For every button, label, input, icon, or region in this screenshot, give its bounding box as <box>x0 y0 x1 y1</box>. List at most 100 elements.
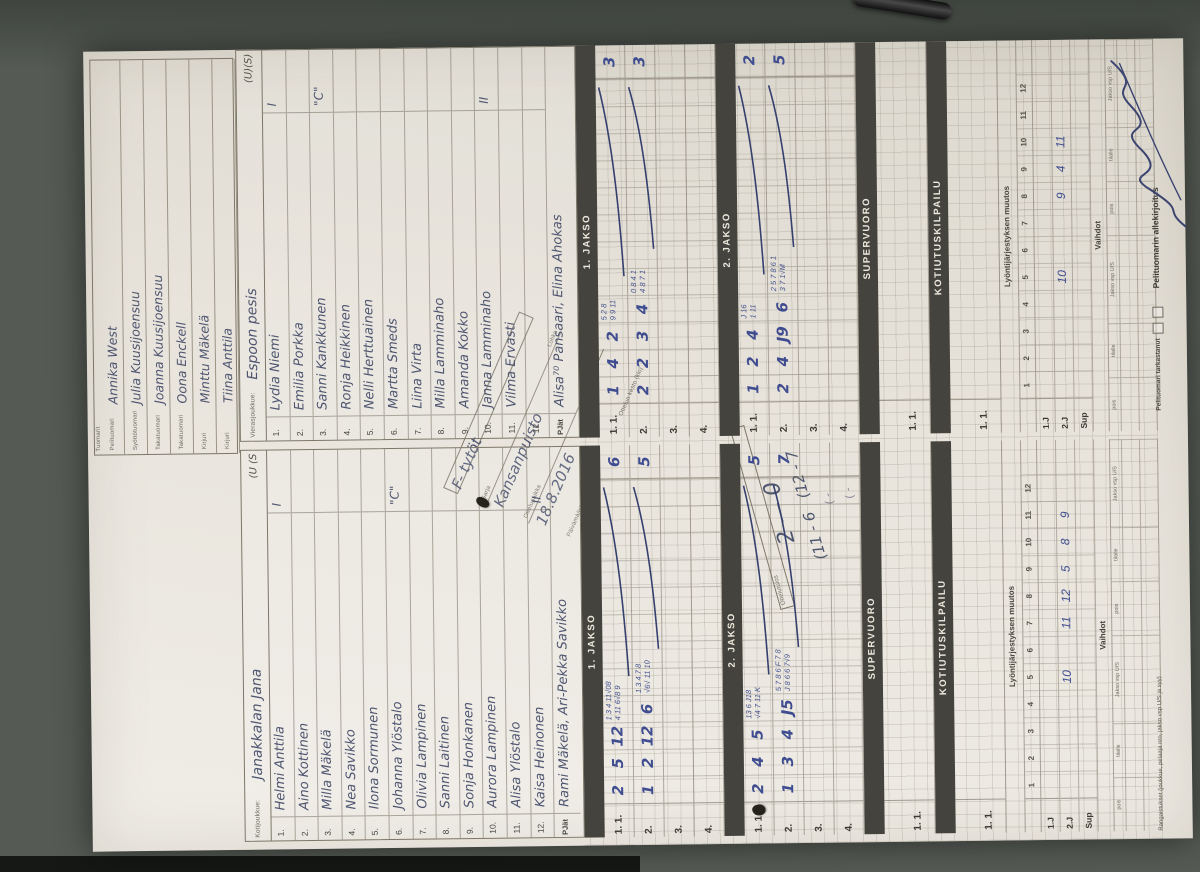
inning-total: 3 <box>625 44 655 80</box>
batting-change-section: Lyöntijärjestyksen muutos 1 2 3 4 5 6 7 8 9 10 11 12… <box>997 39 1099 840</box>
player-number: 11. <box>502 413 526 438</box>
score-cell <box>826 184 857 212</box>
vaihdot-cell <box>1119 234 1138 324</box>
score-cell <box>625 105 656 134</box>
player-name: Aino Kottinen <box>291 511 318 817</box>
batting-cell <box>1033 127 1052 156</box>
player-name: Sonja Honkanen <box>456 509 483 815</box>
score-cell <box>830 476 860 504</box>
batting-cell <box>1032 100 1052 129</box>
super-row: 1. 1. <box>946 40 1002 434</box>
score-small-bottom: 4 8 7 1 <box>637 269 648 293</box>
section-grid-away: 1. 1. <box>875 41 931 435</box>
score-small-cluster: 1 3 4 11√08 4 11 6√8 9 <box>604 650 622 720</box>
checkbox-1 <box>1152 322 1164 334</box>
score-cell <box>741 558 771 586</box>
batting-cell <box>1034 235 1053 264</box>
inning-row: 3. <box>795 42 830 436</box>
score-cell <box>686 132 716 160</box>
pjat-names: Alisa⁷⁰ Pansaari, Elina Ahokas <box>550 214 568 408</box>
inning-label: 2. <box>769 401 799 436</box>
player-number: 10. <box>478 413 502 438</box>
score-cell: 2 <box>744 774 774 802</box>
score-cell: 5 <box>603 749 634 777</box>
batting-cell <box>1072 235 1091 263</box>
score-cell <box>766 185 797 213</box>
score-cell <box>803 692 833 721</box>
batting-cell <box>1078 743 1098 771</box>
super-row-label: 1. 1. <box>879 399 930 435</box>
inning-label: 1. 1. <box>739 401 769 436</box>
roster-home: Kotijoukkue: Janakkalan Jana (U (S 1. Helmi … <box>240 445 585 842</box>
inning-label: 3. <box>659 402 689 437</box>
score-cell <box>626 132 656 161</box>
player-number: 9. <box>460 813 484 839</box>
score-small-cluster: 13 6 J18 √4 7 11 K <box>743 649 762 719</box>
inning-label: 4. <box>689 402 719 437</box>
score-cell <box>742 612 772 640</box>
batting-corner <box>1020 398 1036 433</box>
score-cell <box>741 585 772 613</box>
score-small-bottom: J 8 6 6 7√9 <box>782 654 793 692</box>
batting-col-header: 12 <box>1016 74 1032 102</box>
score-cell <box>832 611 862 639</box>
score-cell: 4 <box>628 294 658 323</box>
batting-cell <box>1053 208 1072 236</box>
inning-total: 2 <box>735 43 765 78</box>
checked-label-wrap: Pelituomari tarkastanut <box>1148 306 1164 411</box>
score-cell <box>801 557 831 586</box>
score-cell <box>827 211 857 239</box>
rosters: Kotijoukkue: Janakkalan Jana (U (S 1. Helmi … <box>235 45 585 842</box>
score-cell <box>795 103 826 132</box>
score-cell: 2 <box>629 375 659 404</box>
score-cell <box>832 665 863 693</box>
score-cell: 4 <box>598 349 629 377</box>
score-cell <box>655 78 685 106</box>
referee-lines: Pelituomari Annika West Syöttötuomari Julia… <box>97 58 241 455</box>
inning-row: 3. <box>659 444 695 837</box>
score-cell <box>657 240 687 268</box>
player-name: Vilma Ervasti <box>498 109 526 414</box>
score-cell <box>770 504 801 532</box>
score-cell: 4 <box>738 320 768 348</box>
score-cell <box>657 213 687 241</box>
batting-cell <box>1051 100 1071 128</box>
score-cell <box>692 666 723 695</box>
score-cell <box>663 748 694 776</box>
batting-row-label: Sup <box>1079 797 1098 832</box>
player-name: Liina Virta <box>404 110 431 415</box>
batting-cell <box>1079 770 1098 798</box>
batting-cell <box>1076 554 1095 582</box>
batting-cell <box>1076 581 1096 609</box>
score-cell <box>826 157 856 185</box>
score-cell <box>596 160 626 188</box>
batting-cell: 10 <box>1058 662 1078 690</box>
player-name: Olivia Lampinen <box>409 510 436 815</box>
checkbox-2 <box>1152 306 1164 318</box>
vaihdot-cell <box>1121 376 1139 432</box>
player-us-mark <box>404 49 427 111</box>
score-cell: 2 <box>769 374 799 402</box>
score-cell: 5 <box>743 720 773 748</box>
us-column-header: (U)(S) <box>243 53 255 84</box>
score-cell <box>796 157 826 186</box>
batting-cell <box>1056 473 1075 501</box>
score-cell <box>625 78 655 107</box>
score-cell <box>771 531 801 559</box>
referee-name: Joanna Kuusijoensuu <box>149 274 166 404</box>
score-cell: 2 <box>598 322 628 350</box>
score-small-bottom: 3 7 1√M <box>777 264 788 292</box>
inning-row: 1. 1. 2 4 5 5 13 6 J18 √4 7 11 K <box>739 443 775 836</box>
referee-name: Julia Kuusijoensuu <box>126 291 143 405</box>
team-type-label: Kotijoukkue: <box>254 799 262 838</box>
batting-cell <box>1070 73 1089 101</box>
player-number: 5. <box>365 815 389 840</box>
player-name: Johanna Ylöstalo <box>385 510 413 816</box>
player-number: 6. <box>389 814 413 840</box>
score-cell <box>688 294 718 322</box>
player-name: Sanni Kankkunen <box>310 111 337 416</box>
score-cell: 2 <box>604 776 634 804</box>
batting-cell <box>1033 154 1052 183</box>
table-shadow-bottom <box>0 856 640 872</box>
